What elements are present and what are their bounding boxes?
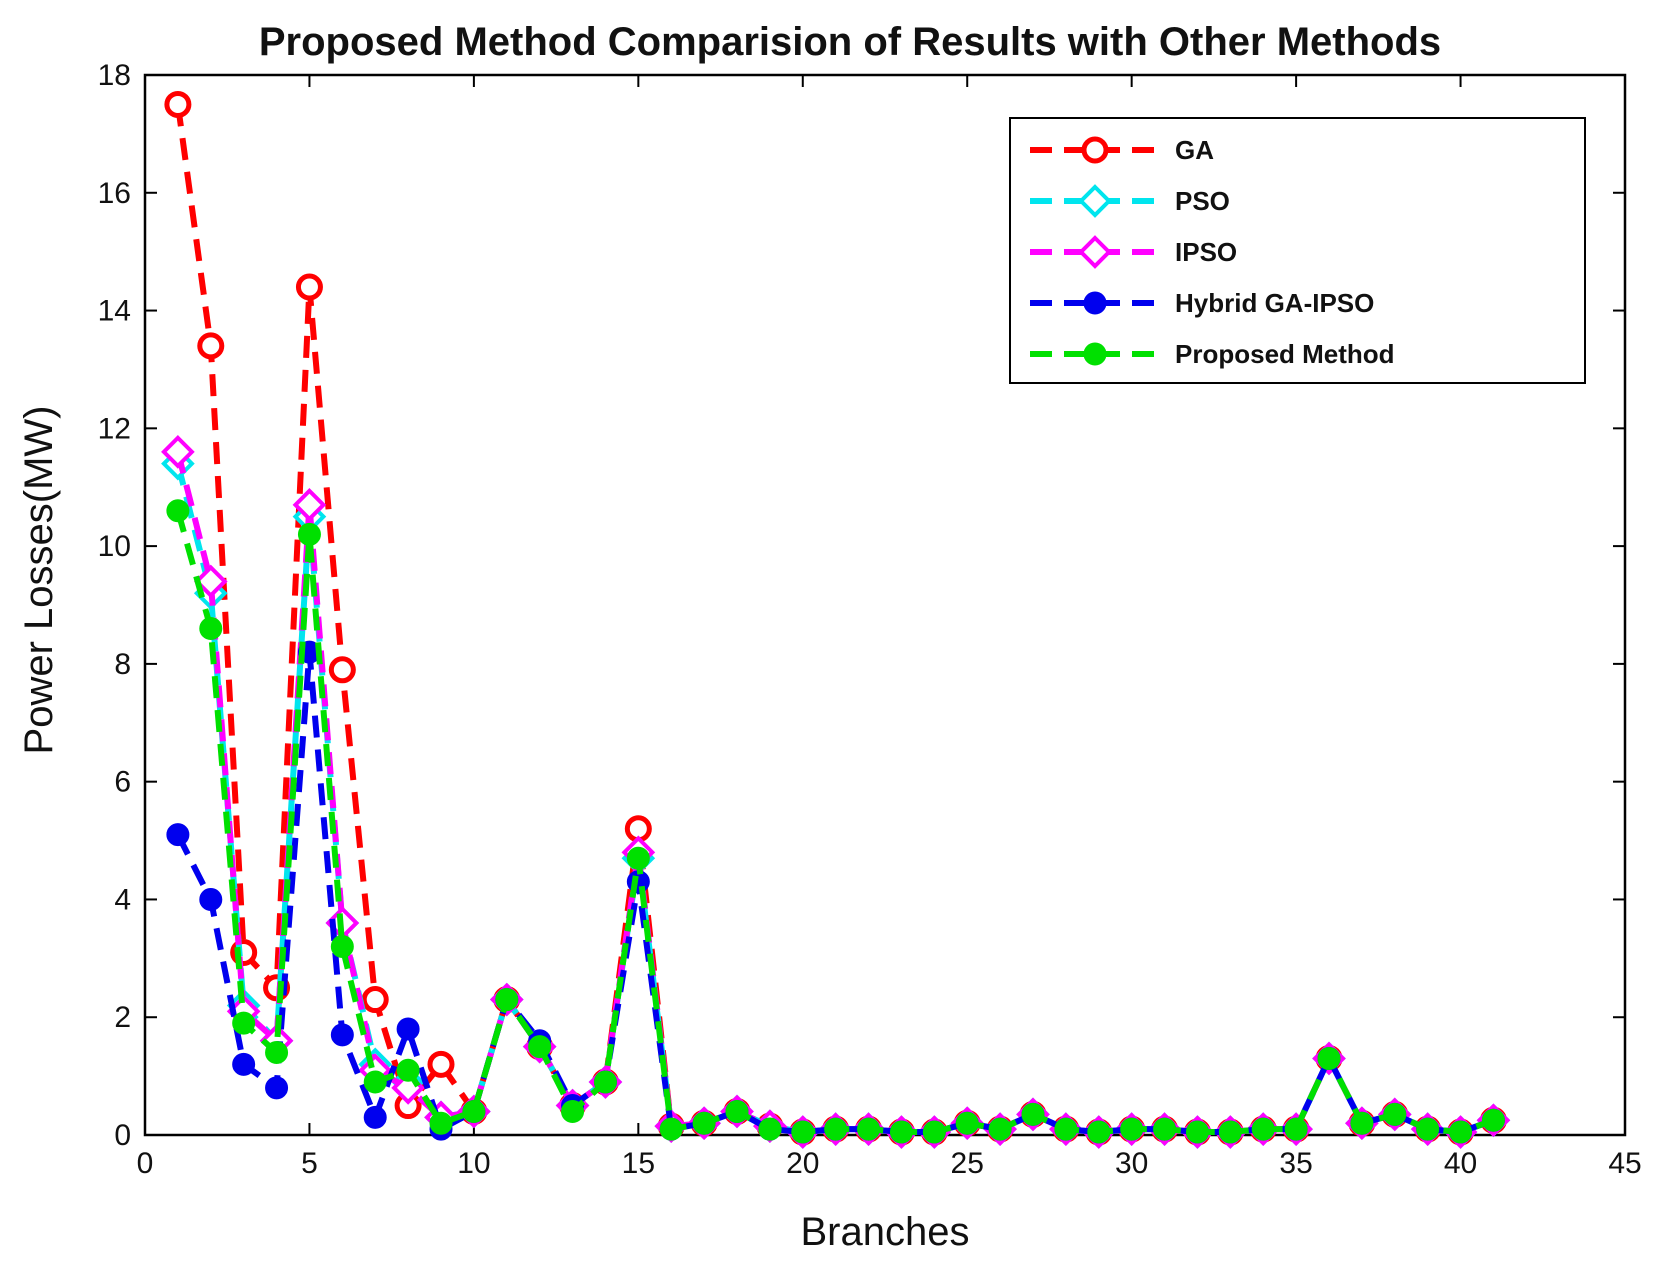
y-tick-label: 12 — [98, 412, 131, 445]
legend-label-proposed-method: Proposed Method — [1175, 339, 1395, 369]
point-hybrid-ga-ipso — [396, 1017, 420, 1041]
point-proposed-method — [265, 1041, 289, 1065]
point-hybrid-ga-ipso — [166, 823, 190, 847]
point-proposed-method — [758, 1117, 782, 1141]
point-proposed-method — [659, 1117, 683, 1141]
point-proposed-method — [1449, 1120, 1473, 1144]
point-ga — [295, 273, 323, 301]
point-proposed-method — [462, 1099, 486, 1123]
point-proposed-method — [1218, 1120, 1242, 1144]
point-proposed-method — [922, 1120, 946, 1144]
point-ipso — [292, 488, 327, 522]
point-proposed-method — [1153, 1117, 1177, 1141]
y-tick-label: 2 — [114, 1001, 131, 1034]
point-hybrid-ga-ipso — [330, 1023, 354, 1047]
point-proposed-method — [725, 1099, 749, 1123]
y-tick-label: 4 — [114, 883, 131, 916]
x-tick-label: 40 — [1444, 1147, 1477, 1180]
point-proposed-method — [857, 1117, 881, 1141]
point-proposed-method — [1284, 1117, 1308, 1141]
point-proposed-method — [824, 1117, 848, 1141]
point-proposed-method — [495, 988, 519, 1012]
point-ga — [361, 986, 389, 1014]
x-tick-label: 10 — [457, 1147, 490, 1180]
point-proposed-method — [1120, 1117, 1144, 1141]
x-tick-label: 30 — [1115, 1147, 1148, 1180]
x-axis-label: Branches — [801, 1210, 970, 1254]
y-tick-label: 14 — [98, 295, 131, 328]
legend-label-ipso: IPSO — [1175, 237, 1237, 267]
y-tick-label: 6 — [114, 766, 131, 799]
point-hybrid-ga-ipso — [265, 1076, 289, 1100]
point-proposed-method — [889, 1120, 913, 1144]
point-proposed-method — [1021, 1102, 1045, 1126]
x-tick-label: 45 — [1608, 1147, 1641, 1180]
point-proposed-method — [1185, 1120, 1209, 1144]
y-tick-label: 0 — [114, 1119, 131, 1152]
legend-label-pso: PSO — [1175, 186, 1230, 216]
point-proposed-method — [1416, 1117, 1440, 1141]
series-line-ipso — [174, 451, 1495, 1136]
point-proposed-method — [330, 935, 354, 959]
point-proposed-method — [692, 1111, 716, 1135]
point-proposed-method — [1087, 1120, 1111, 1144]
point-ga — [427, 1050, 455, 1078]
point-ga — [197, 332, 225, 360]
axes-box — [143, 73, 1627, 1137]
chart-title: Proposed Method Comparision of Results w… — [259, 20, 1441, 64]
point-proposed-method — [232, 1011, 256, 1035]
y-tick-label: 18 — [98, 59, 131, 92]
point-proposed-method — [528, 1035, 552, 1059]
y-tick-label: 8 — [114, 648, 131, 681]
x-tick-label: 20 — [786, 1147, 819, 1180]
y-tick-label: 10 — [98, 530, 131, 563]
point-hybrid-ga-ipso — [232, 1052, 256, 1076]
legend-label-ga: GA — [1175, 135, 1214, 165]
x-tick-label: 0 — [137, 1147, 154, 1180]
series-line-proposed-method — [174, 509, 1495, 1136]
point-proposed-method — [593, 1070, 617, 1094]
series-line-pso — [174, 462, 1495, 1136]
x-tick-label: 5 — [301, 1147, 318, 1180]
point-proposed-method — [626, 846, 650, 870]
point-proposed-method — [166, 499, 190, 523]
point-ipso — [193, 564, 228, 599]
plot-area: 0 5 10 15 20 25 30 35 40 45 0 2 4 6 8 10 12 14 16 18 — [98, 59, 1642, 1180]
point-ga — [164, 90, 192, 118]
point-ga — [328, 656, 356, 684]
point-proposed-method — [1350, 1111, 1374, 1135]
x-tick-label: 35 — [1279, 1147, 1312, 1180]
point-proposed-method — [297, 522, 321, 546]
point-proposed-method — [1251, 1117, 1275, 1141]
point-proposed-method — [199, 617, 223, 641]
point-proposed-method — [396, 1058, 420, 1082]
legend-marker-ga — [1081, 136, 1109, 164]
point-proposed-method — [561, 1099, 585, 1123]
point-proposed-method — [1054, 1117, 1078, 1141]
legend-label-hybrid-ga-ipso: Hybrid GA-IPSO — [1175, 288, 1374, 318]
point-proposed-method — [1481, 1108, 1505, 1132]
point-proposed-method — [1383, 1102, 1407, 1126]
legend-marker-proposed-method — [1083, 342, 1107, 366]
y-axis-label: Power Losses(MW) — [17, 406, 61, 755]
x-tick-label: 25 — [951, 1147, 984, 1180]
legend-marker-pso — [1078, 184, 1112, 218]
point-proposed-method — [363, 1070, 387, 1094]
x-tick-label: 15 — [622, 1147, 655, 1180]
point-hybrid-ga-ipso — [199, 887, 223, 911]
point-proposed-method — [791, 1120, 815, 1144]
point-proposed-method — [429, 1111, 453, 1135]
legend: GA PSO IPSO Hybrid GA-IPSO Proposed Method — [1009, 117, 1586, 384]
legend-marker-hybrid-ga-ipso — [1083, 291, 1107, 315]
point-ipso — [161, 435, 195, 469]
legend-marker-ipso — [1078, 235, 1112, 269]
point-proposed-method — [955, 1111, 979, 1135]
y-tick-label: 16 — [98, 177, 131, 210]
point-hybrid-ga-ipso — [363, 1105, 387, 1129]
point-proposed-method — [1317, 1046, 1341, 1070]
point-proposed-method — [988, 1117, 1012, 1141]
